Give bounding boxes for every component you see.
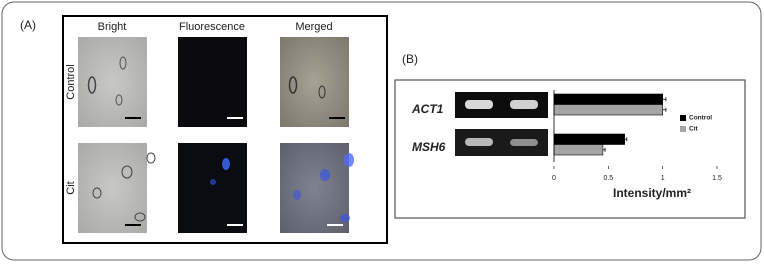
gel-band bbox=[465, 138, 493, 146]
x-tick-label: 1 bbox=[661, 175, 665, 182]
cell bbox=[318, 85, 326, 99]
x-tick-label: 1.5 bbox=[712, 175, 722, 182]
error-bar bbox=[662, 107, 667, 112]
bar bbox=[553, 104, 663, 116]
cell bbox=[146, 152, 156, 164]
cell bbox=[121, 165, 133, 179]
error-bar bbox=[624, 137, 628, 142]
bar bbox=[553, 144, 604, 156]
fluorescence bbox=[340, 214, 350, 222]
error-bar bbox=[662, 97, 667, 102]
gel-band bbox=[510, 139, 538, 146]
legend-swatch bbox=[680, 115, 686, 121]
image bbox=[78, 143, 147, 233]
image bbox=[280, 37, 349, 127]
bar bbox=[553, 133, 625, 145]
fluorescence bbox=[344, 153, 354, 167]
legend-swatch bbox=[680, 126, 686, 132]
image bbox=[178, 37, 247, 127]
column-header: Fluorescence bbox=[179, 21, 245, 33]
fluorescence bbox=[320, 169, 330, 181]
fluorescence bbox=[293, 190, 301, 200]
row-label: Cit bbox=[65, 181, 77, 194]
cell bbox=[115, 94, 123, 106]
panel-label: (B) bbox=[402, 52, 418, 66]
cell bbox=[288, 76, 298, 94]
gel-band bbox=[465, 100, 493, 109]
column-header: Merged bbox=[295, 21, 332, 33]
row-label: Control bbox=[65, 64, 77, 99]
x-tick-label: 0 bbox=[552, 175, 556, 182]
fluorescence bbox=[210, 179, 216, 185]
micrographs bbox=[78, 37, 354, 233]
category-label: MSH6 bbox=[412, 140, 446, 154]
gel-band bbox=[510, 100, 538, 109]
x-tick-label: 0.5 bbox=[603, 175, 613, 182]
category-label: ACT1 bbox=[411, 102, 444, 116]
legend-label: Cit bbox=[689, 126, 699, 133]
x-axis-label: Intensity/mm² bbox=[613, 186, 691, 200]
cell bbox=[92, 187, 102, 199]
cell bbox=[134, 212, 146, 222]
fluorescence bbox=[222, 158, 230, 170]
image bbox=[178, 143, 247, 233]
bar bbox=[553, 93, 663, 105]
column-header: Bright bbox=[98, 21, 127, 33]
gels bbox=[455, 92, 548, 156]
panel-label: (A) bbox=[20, 18, 36, 32]
cell bbox=[87, 76, 97, 94]
image bbox=[280, 143, 349, 233]
cell bbox=[119, 56, 127, 70]
legend-label: Control bbox=[689, 115, 712, 122]
error-bar bbox=[602, 147, 606, 152]
